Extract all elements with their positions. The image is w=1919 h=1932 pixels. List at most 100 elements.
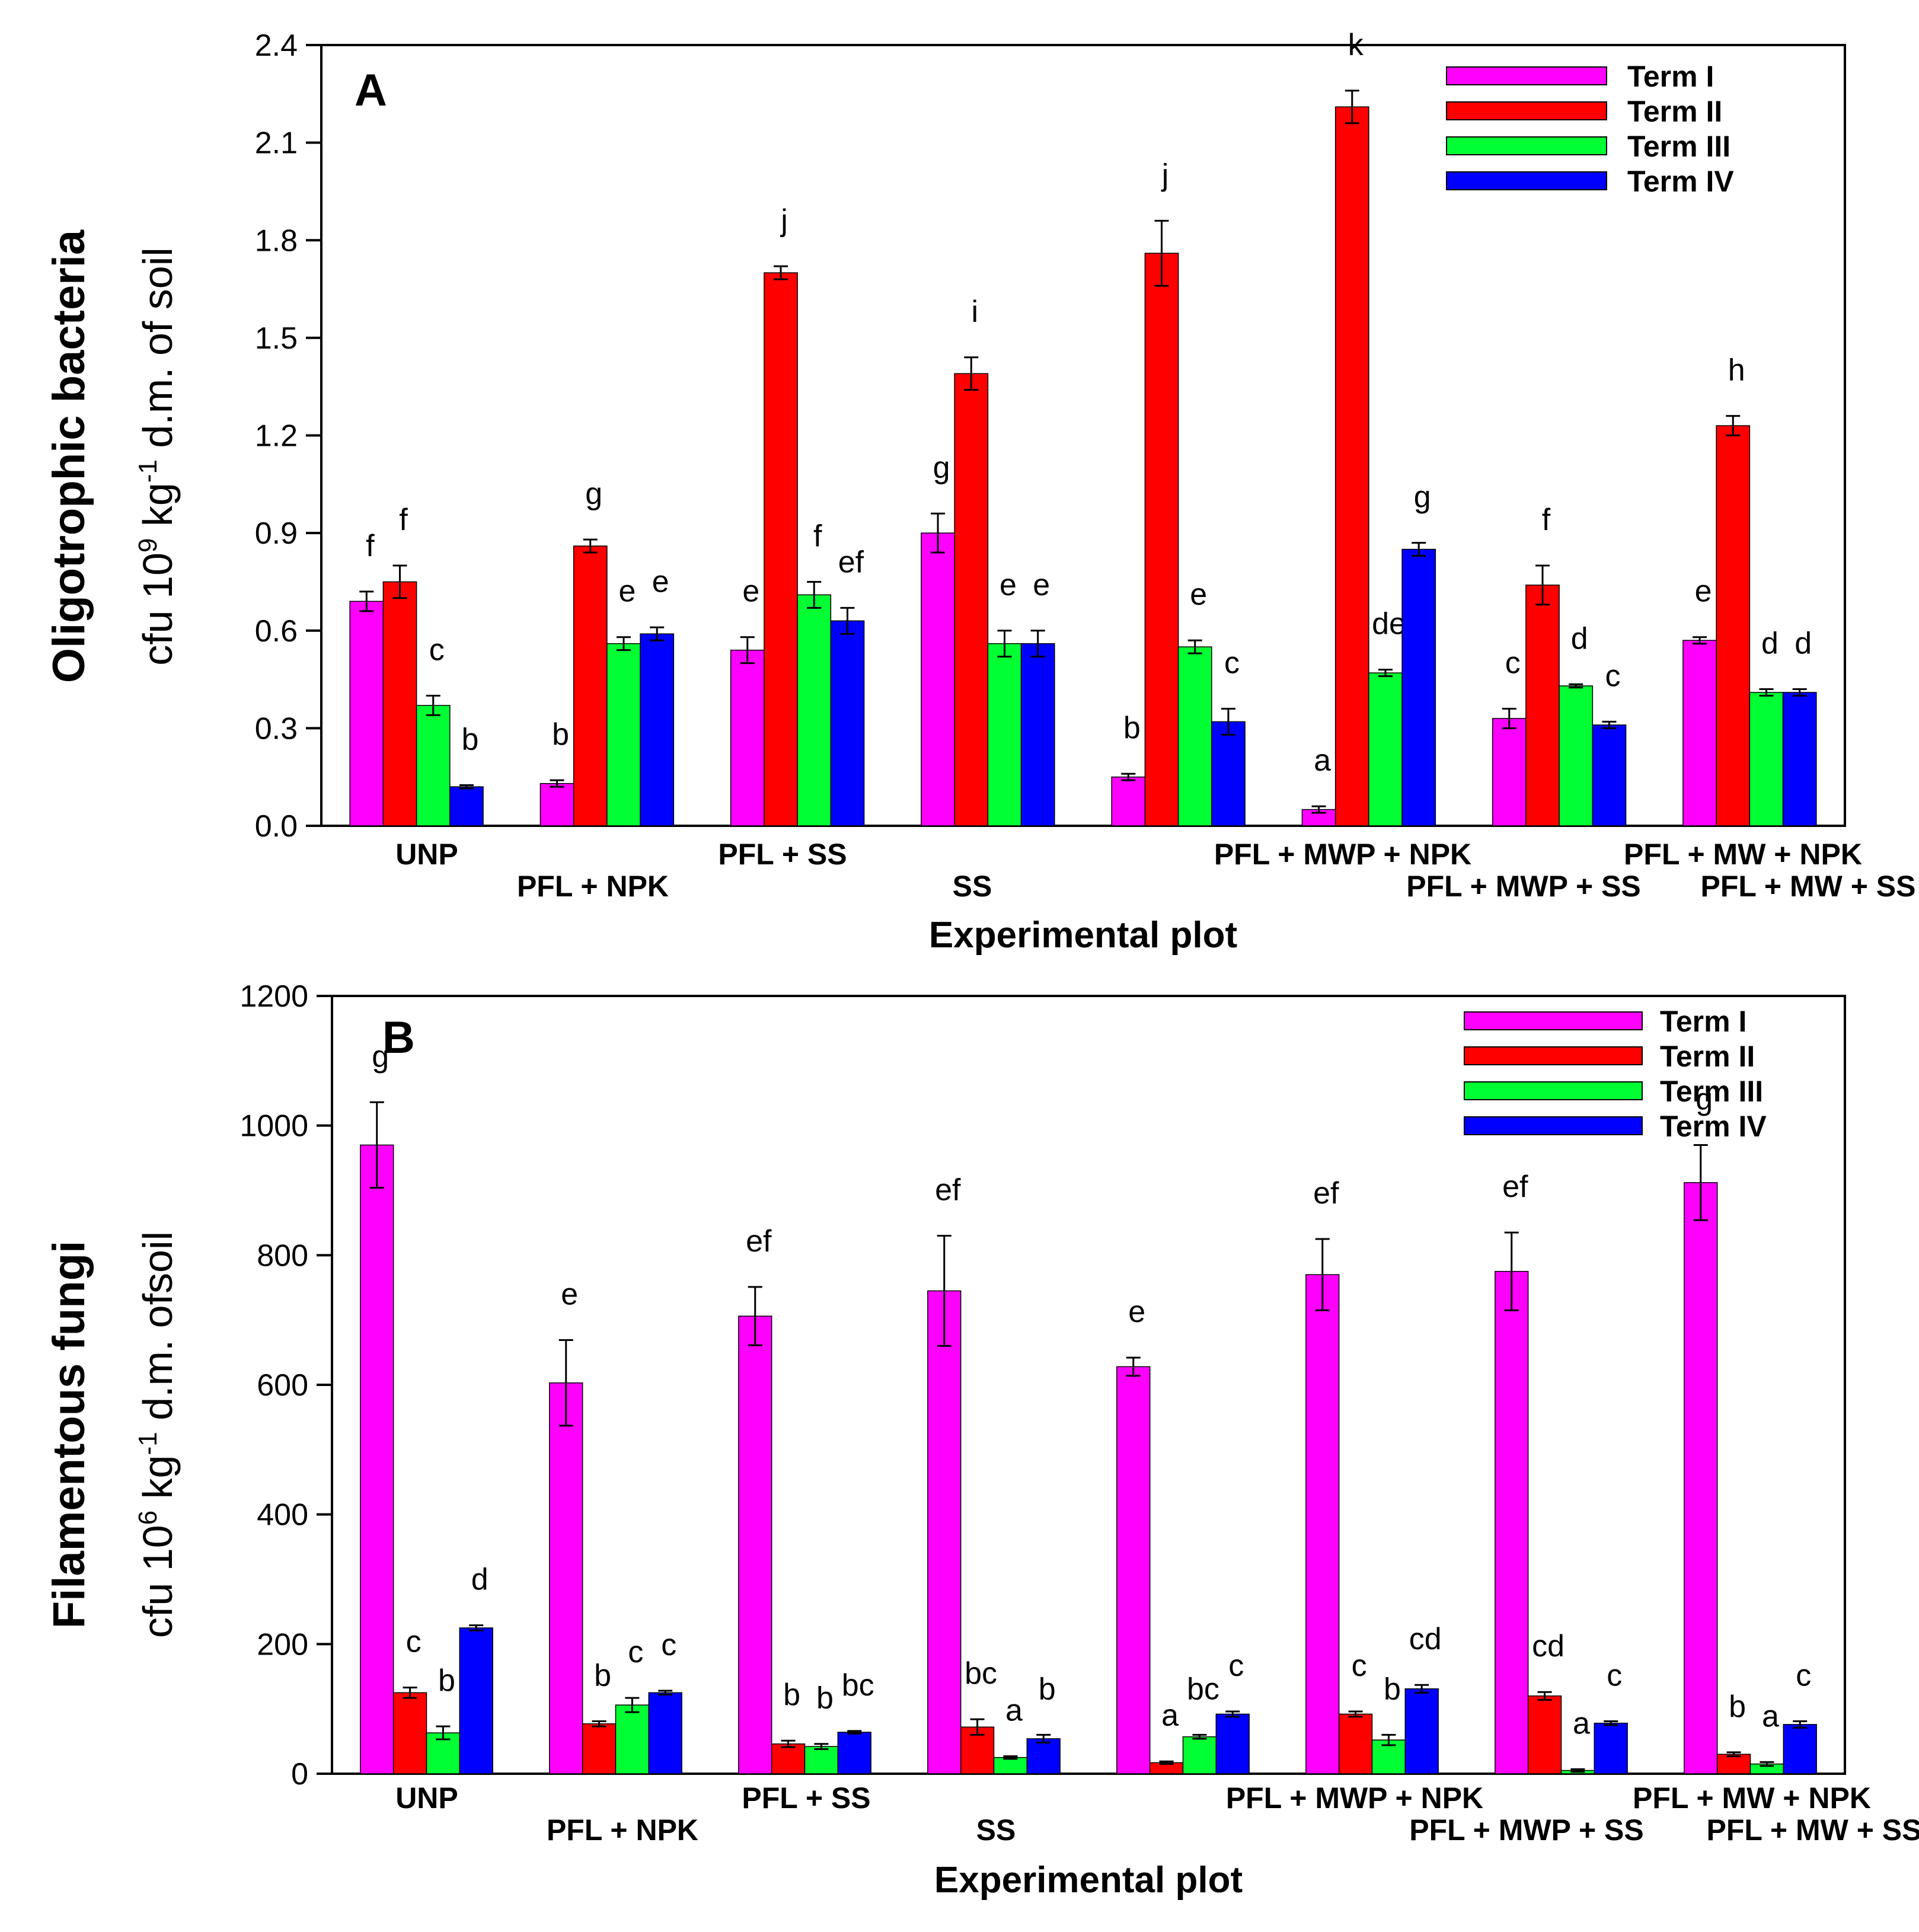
bar [1020, 643, 1055, 826]
bar [837, 1732, 871, 1774]
y-axis-unit-mid: kg [135, 1455, 181, 1511]
significance-letter: j [1161, 158, 1169, 192]
significance-letter: a [1762, 1699, 1779, 1733]
bar [954, 373, 989, 826]
category-label: PFL + NPK [547, 1813, 698, 1847]
category-label: SS [953, 870, 992, 903]
significance-letter: c [1505, 646, 1521, 680]
panel-label: B [382, 1013, 415, 1063]
legend-label: Term III [1627, 130, 1730, 163]
significance-letter: b [1729, 1690, 1746, 1724]
y-tick-label: 1000 [240, 1109, 308, 1144]
legend-label: Term II [1660, 1040, 1755, 1073]
y-axis-unit: cfu 106 kg-1 d.m. ofsoil [133, 1231, 181, 1638]
significance-letter: a [1314, 743, 1331, 778]
significance-letter: bc [965, 1656, 997, 1691]
significance-letter: c [1228, 1649, 1244, 1683]
significance-letter: b [816, 1681, 834, 1716]
bar [764, 272, 798, 826]
bar [771, 1743, 806, 1774]
significance-letter: g [1696, 1082, 1713, 1116]
bar [1116, 1366, 1151, 1774]
significance-letter: ef [838, 545, 864, 579]
significance-letter: e [1128, 1295, 1145, 1329]
bar [640, 633, 675, 826]
y-axis-unit-sup1: 6 [133, 1511, 162, 1525]
y-tick-label: 0.0 [255, 809, 298, 844]
y-tick-label: 1.8 [255, 223, 298, 258]
significance-letter: b [1039, 1672, 1056, 1706]
significance-letter: cd [1532, 1629, 1564, 1663]
significance-letter: bc [842, 1668, 874, 1703]
bar [1682, 640, 1717, 826]
bar [1215, 1713, 1250, 1774]
bar [606, 643, 641, 826]
significance-letter: e [619, 574, 636, 609]
bar [1492, 718, 1527, 826]
significance-letter: ef [935, 1173, 961, 1208]
category-label: PFL + NPK [517, 870, 669, 903]
category-label: PFL + MWP + SS [1406, 870, 1640, 903]
bar [573, 545, 608, 826]
y-tick-label: 800 [257, 1238, 308, 1273]
bar [1404, 1688, 1439, 1774]
significance-letter: a [1161, 1698, 1179, 1733]
significance-letter: i [971, 295, 978, 329]
significance-letter: cd [1409, 1622, 1442, 1656]
significance-letter: b [438, 1663, 455, 1698]
significance-letter: c [1607, 1658, 1622, 1693]
bar [1111, 776, 1146, 826]
category-label: PFL + MWP + NPK [1226, 1781, 1483, 1815]
significance-letter: e [1695, 574, 1712, 609]
bar [1684, 1182, 1718, 1774]
y-tick-label: 0 [291, 1757, 308, 1792]
bar [1716, 425, 1751, 826]
significance-letter: e [1000, 568, 1017, 602]
significance-letter: c [429, 633, 445, 668]
bar [582, 1723, 617, 1774]
legend-swatch [1446, 101, 1607, 120]
bar [1783, 1724, 1817, 1774]
y-tick-label: 1.2 [255, 419, 298, 454]
bar [730, 649, 765, 826]
bar [349, 601, 384, 826]
bar [1211, 721, 1246, 826]
bar [1495, 1270, 1529, 1774]
y-axis-unit-post: d.m. of soil [135, 247, 181, 459]
bar [382, 581, 417, 826]
significance-letter: b [1123, 711, 1141, 745]
legend-label: Term IV [1660, 1110, 1767, 1143]
category-label: PFL + MW + NPK [1633, 1781, 1871, 1815]
significance-letter: g [933, 451, 950, 485]
significance-letter: b [461, 722, 478, 756]
significance-letter: ef [746, 1224, 772, 1259]
significance-letter: f [813, 519, 822, 553]
y-axis-unit-post: d.m. ofsoil [135, 1231, 181, 1432]
bar [1182, 1736, 1217, 1774]
bar [1749, 692, 1784, 826]
category-label: PFL + MWP + NPK [1214, 838, 1471, 871]
y-tick-label: 0.3 [255, 711, 298, 746]
legend-swatch [1446, 66, 1607, 85]
bar [1338, 1713, 1373, 1774]
significance-letter: e [742, 574, 759, 609]
bar [648, 1692, 682, 1774]
bar [449, 786, 484, 826]
significance-letter: c [1796, 1658, 1811, 1693]
category-label: PFL + SS [718, 838, 847, 871]
significance-letter: d [1795, 627, 1812, 661]
significance-letter: e [1190, 577, 1207, 612]
y-tick-label: 0.9 [255, 516, 298, 551]
legend-label: Term II [1627, 95, 1722, 128]
bar [927, 1290, 962, 1774]
legend-label: Term IV [1627, 165, 1734, 198]
y-axis-unit: cfu 109 kg-1 d.m. of soil [133, 247, 181, 666]
panel-label: A [355, 65, 387, 116]
y-axis-title: Oligotrophic bacteria [44, 229, 94, 683]
significance-letter: d [1571, 621, 1588, 656]
bar [1559, 685, 1594, 826]
category-label: PFL + MWP + SS [1409, 1813, 1643, 1847]
chart-panel-a: 0.00.30.60.91.21.51.82.12.4Afbegbacefgji… [44, 28, 1916, 956]
bar [738, 1315, 772, 1774]
